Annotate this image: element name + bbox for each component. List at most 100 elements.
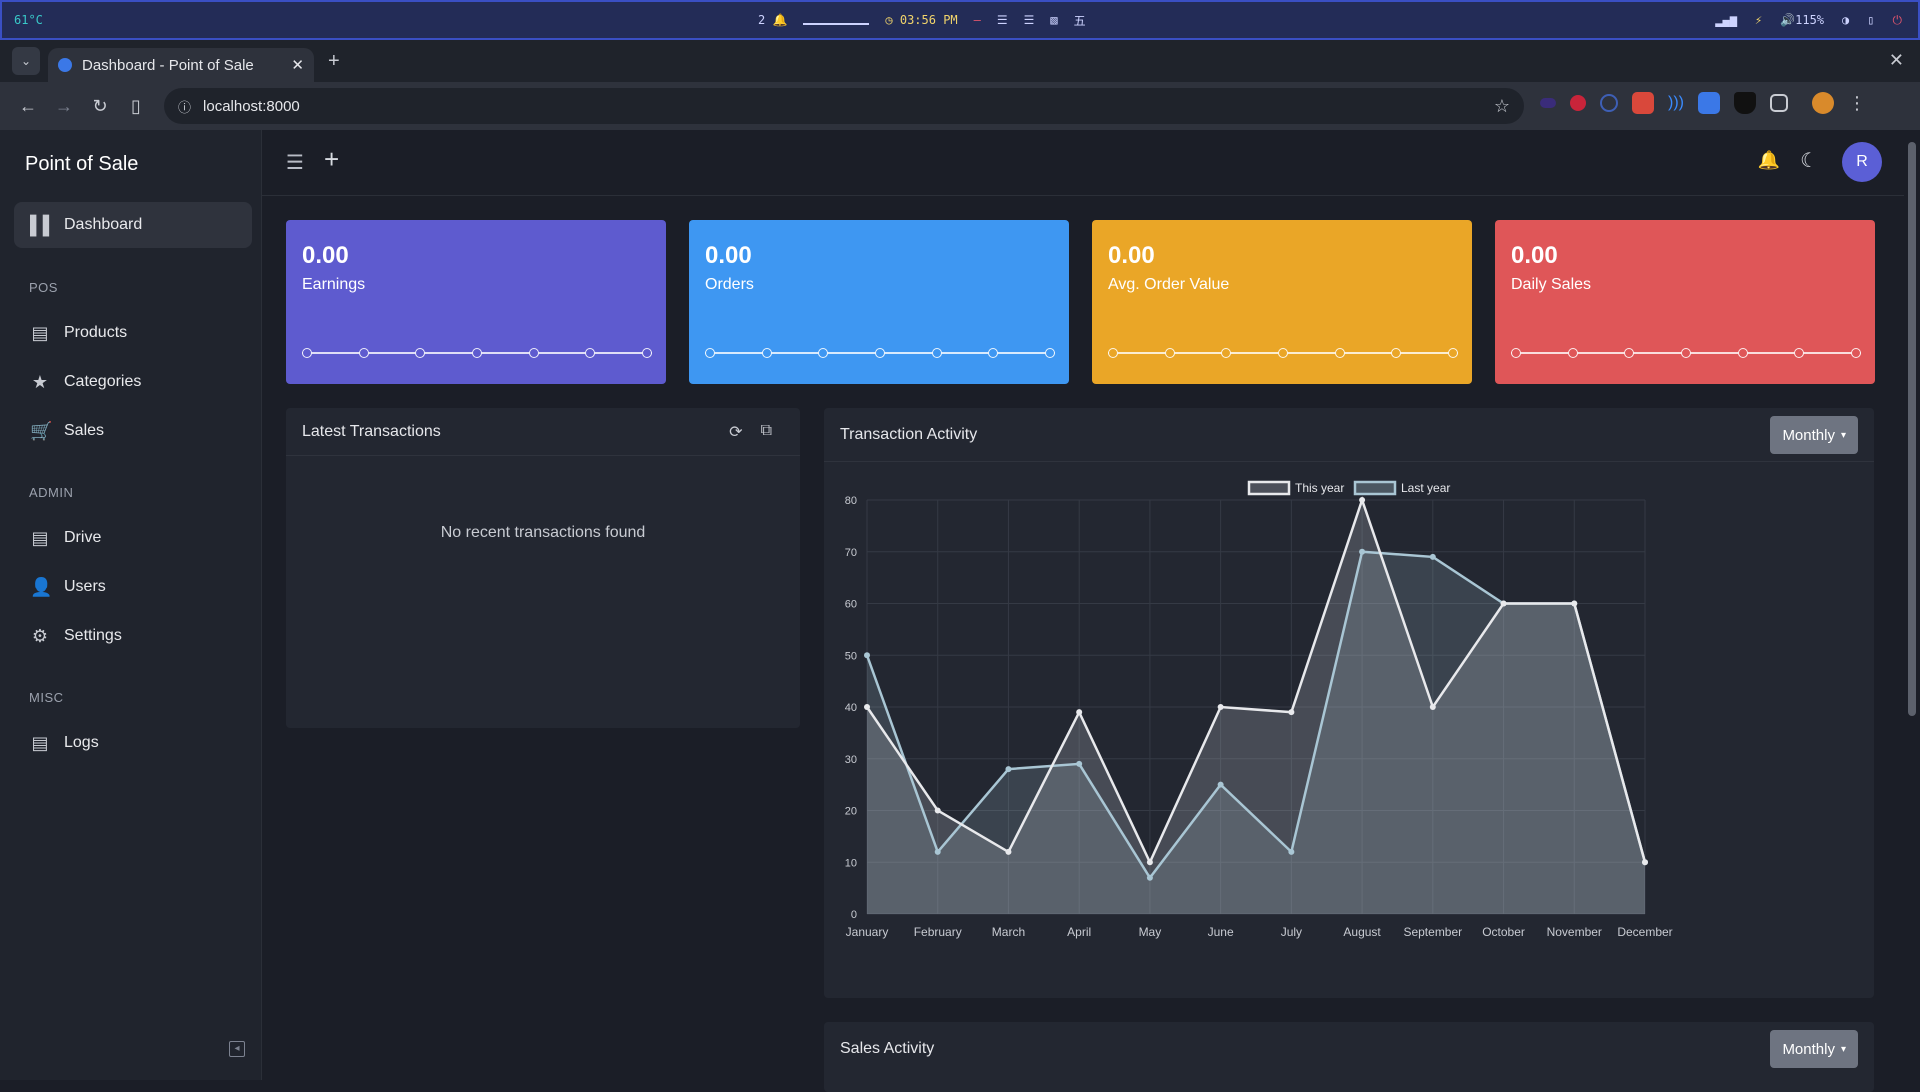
power-icon[interactable]: ⏻ — [1892, 12, 1903, 27]
monthly-dropdown-button[interactable]: Monthly ▾ — [1770, 1030, 1858, 1068]
star-icon: ★ — [31, 371, 49, 392]
back-icon[interactable]: ← — [19, 95, 37, 116]
bell-icon[interactable]: 🔔 — [1757, 150, 1780, 170]
sparkline-point — [818, 348, 829, 358]
layout-glyph-2[interactable]: ☰ — [996, 13, 1008, 27]
sidebar-item-settings[interactable]: ⚙ Settings — [14, 613, 252, 659]
series-area-last-year — [867, 551, 1645, 914]
extension-shield-icon[interactable] — [1733, 92, 1756, 114]
extension-red-icon[interactable] — [1632, 92, 1654, 114]
user-icon: 👤 — [30, 576, 53, 597]
collapse-sidebar-icon[interactable]: ◂ — [229, 1041, 245, 1057]
extension-badge-icon[interactable] — [1697, 92, 1720, 114]
extension-block-icon[interactable] — [1570, 95, 1586, 111]
sparkline-point — [1624, 348, 1635, 358]
forward-icon[interactable]: → — [55, 95, 73, 116]
site-info-icon[interactable]: ⓘ — [178, 99, 192, 115]
extensions-area: ))) ⋮ — [1540, 92, 1866, 114]
clock[interactable]: ◷ 03:56 PM — [885, 13, 958, 27]
stat-value: 0.00 — [705, 242, 752, 269]
sparkline-point — [1794, 348, 1805, 358]
workspace-number: 2 — [758, 13, 766, 27]
favicon-icon — [58, 58, 72, 72]
stat-card-orders: 0.00 Orders — [689, 220, 1069, 384]
sidebar-item-label: Sales — [64, 422, 105, 439]
sidebar-item-sales[interactable]: 🛒 Sales — [14, 408, 252, 454]
chevron-down-icon: ⌄ — [20, 54, 32, 68]
sidebar-item-users[interactable]: 👤 Users — [14, 564, 252, 610]
refresh-icon[interactable]: ⟳ — [729, 423, 743, 441]
sidebar-item-label: Settings — [64, 627, 122, 644]
sidebar-item-categories[interactable]: ★ Categories — [14, 359, 252, 405]
scrollbar-thumb[interactable] — [1908, 142, 1916, 716]
legend-label: This year — [1295, 481, 1344, 495]
volume-indicator[interactable]: 🔊115% — [1780, 13, 1825, 27]
stat-value: 0.00 — [1108, 242, 1155, 269]
data-point — [1359, 497, 1366, 503]
x-tick-label: November — [1547, 925, 1602, 939]
menu-icon[interactable]: ☰ — [286, 152, 304, 174]
file-icon: ▤ — [31, 732, 49, 753]
tab-search-dropdown[interactable]: ⌄ — [12, 47, 40, 75]
moon-icon[interactable]: ☾ — [1800, 150, 1818, 172]
tab-dashboard[interactable]: Dashboard - Point of Sale ✕ — [48, 48, 314, 82]
data-point — [1429, 553, 1436, 560]
sidebar-item-logs[interactable]: ▤ Logs — [14, 720, 252, 766]
external-link-icon[interactable]: ⧉ — [760, 421, 772, 439]
contrast-icon[interactable]: ◑ — [1842, 13, 1850, 27]
button-label: Monthly — [1782, 426, 1835, 444]
power-bolt-icon: ⚡ — [1754, 13, 1763, 27]
sidebar-item-products[interactable]: ▤ Products — [14, 310, 252, 356]
workspace-bar — [803, 15, 870, 25]
sparkline-point — [415, 348, 426, 358]
x-tick-label: December — [1617, 925, 1672, 939]
sparkline — [1511, 348, 1861, 358]
sparkline-point — [472, 348, 482, 358]
caret-down-icon: ▾ — [1840, 429, 1846, 441]
side-panel-icon[interactable]: ▯ — [131, 95, 141, 116]
x-tick-label: March — [992, 925, 1025, 939]
layout-glyph-4[interactable]: ▧ — [1050, 13, 1058, 27]
tab-close-icon[interactable]: ✕ — [291, 57, 304, 74]
reload-icon[interactable]: ↻ — [92, 95, 108, 116]
stat-value: 0.00 — [302, 242, 349, 269]
extension-purple-icon[interactable] — [1540, 98, 1556, 108]
cart-icon: 🛒 — [30, 420, 53, 441]
window-close-icon[interactable]: ✕ — [1888, 50, 1904, 70]
extension-circle-icon[interactable] — [1600, 94, 1618, 112]
file-icon: ▤ — [31, 527, 49, 548]
layout-glyph-3[interactable]: ☰ — [1023, 13, 1035, 27]
sidebar-item-dashboard[interactable]: ▌▌ Dashboard — [14, 202, 252, 248]
address-bar[interactable]: ⓘ localhost:8000 ☆ — [164, 88, 1524, 124]
y-tick-label: 80 — [845, 495, 857, 507]
layout-glyph-1[interactable]: — — [973, 13, 981, 27]
sidebar-item-drive[interactable]: ▤ Drive — [14, 515, 252, 561]
extension-wave-icon[interactable]: ))) — [1668, 94, 1684, 111]
workspace-indicator[interactable]: 2 🔔 — [758, 13, 788, 27]
sidebar-item-label: Categories — [64, 373, 142, 390]
data-point — [934, 848, 941, 855]
sidebar-item-label: Dashboard — [64, 216, 143, 233]
bookmark-star-icon[interactable]: ☆ — [1493, 95, 1510, 116]
profile-avatar-icon[interactable] — [1811, 92, 1834, 114]
page-scrollbar[interactable] — [1904, 130, 1920, 1080]
new-tab-button[interactable]: + — [328, 49, 340, 72]
add-icon[interactable]: + — [324, 144, 340, 174]
brand-title[interactable]: Point of Sale — [25, 153, 139, 175]
y-tick-label: 30 — [845, 754, 857, 766]
sparkline-point — [1448, 348, 1458, 358]
card-header: Sales Activity Monthly ▾ — [824, 1022, 1874, 1076]
browser-menu-icon[interactable]: ⋮ — [1847, 92, 1866, 113]
sidebar-item-label: Products — [64, 324, 128, 341]
sparkline-point — [1391, 348, 1402, 358]
data-point — [1076, 709, 1083, 716]
layout-glyph-5[interactable]: 五 — [1073, 13, 1086, 28]
avatar[interactable]: R — [1842, 142, 1882, 182]
x-tick-label: April — [1067, 925, 1091, 939]
extensions-puzzle-icon[interactable] — [1769, 94, 1788, 112]
tab-title: Dashboard - Point of Sale — [82, 56, 254, 74]
monthly-dropdown-button[interactable]: Monthly ▾ — [1770, 416, 1858, 454]
transaction-activity-chart: 0 10 20 30 40 50 60 70 80 January February March Apr… — [845, 480, 1673, 939]
data-point — [1429, 704, 1436, 710]
lock-icon[interactable]: ▯ — [1867, 13, 1875, 27]
